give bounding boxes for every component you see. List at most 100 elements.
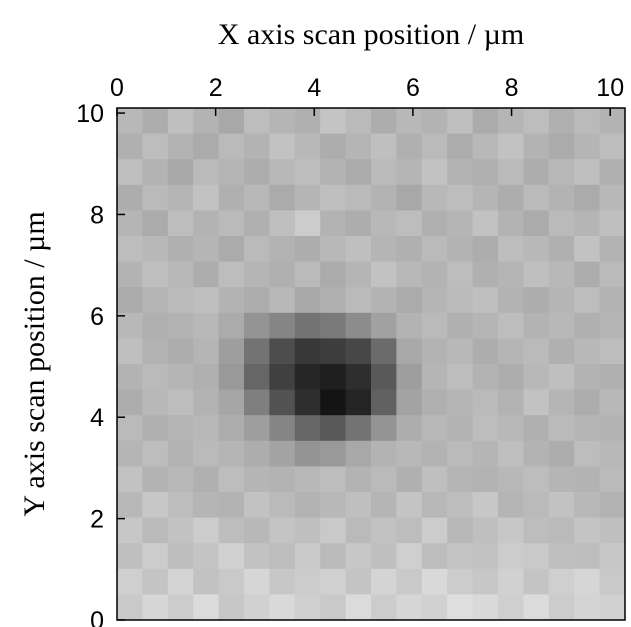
heatmap-cell [599,594,626,621]
heatmap-cell [345,159,372,186]
heatmap-cell [142,261,169,288]
heatmap-cell [599,338,626,365]
heatmap-cell [117,159,143,186]
heatmap-cell [294,594,321,621]
heatmap-cell [269,108,296,135]
heatmap-cell [167,184,194,211]
heatmap-cell [523,415,550,442]
heatmap-cell [345,364,372,391]
y-tick-label: 6 [90,303,104,331]
heatmap-cell [396,364,423,391]
heatmap-cell [345,287,372,314]
heatmap-cell [447,338,474,365]
heatmap-cell [294,312,321,339]
heatmap-cell [294,389,321,416]
heatmap-cell [167,364,194,391]
heatmap-cell [421,568,448,595]
heatmap-cell [244,184,270,211]
heatmap-cell [193,159,220,186]
heatmap-cell [294,415,321,442]
heatmap-cell [142,568,169,595]
heatmap-cell [244,594,270,621]
heatmap-cell [218,236,245,263]
heatmap-cell [244,133,270,160]
heatmap-cell [472,210,499,237]
x-tick-label: 2 [209,74,223,102]
heatmap-cell [396,568,423,595]
heatmap-cell [294,364,321,391]
heatmap-cell [142,312,169,339]
heatmap-cell [421,517,448,544]
heatmap-cell [167,287,194,314]
heatmap-cell [599,492,626,519]
x-tick-label: 0 [110,74,124,102]
heatmap-cell [523,389,550,416]
y-axis-label: Y axis scan position / µm [18,211,51,516]
heatmap-cell [117,338,143,365]
heatmap-cell [421,261,448,288]
heatmap-cell [269,364,296,391]
heatmap-cell [599,466,626,493]
heatmap-cell [218,389,245,416]
heatmap-cell [244,389,270,416]
heatmap-cell [142,364,169,391]
heatmap-cell [472,568,499,595]
heatmap-cell [447,287,474,314]
heatmap-cell [523,440,550,467]
heatmap-cell [218,338,245,365]
heatmap-cell [345,210,372,237]
heatmap-cell [498,364,524,391]
heatmap-cell [294,466,321,493]
heatmap-cell [167,261,194,288]
heatmap-cell [498,517,524,544]
heatmap-cell [396,389,423,416]
heatmap-cell [421,594,448,621]
heatmap-cell [269,338,296,365]
heatmap-cell [294,184,321,211]
heatmap-cell [117,440,143,467]
heatmap-cell [294,440,321,467]
heatmap-cell [574,568,601,595]
heatmap-cell [320,287,347,314]
heatmap-cell [193,338,220,365]
heatmap-cell [345,568,372,595]
heatmap-cell [523,261,550,288]
heatmap-cell [320,133,347,160]
heatmap-cell [371,287,397,314]
heatmap-cell [548,594,575,621]
heatmap-cell [294,210,321,237]
heatmap-cell [320,492,347,519]
heatmap-cell [167,415,194,442]
heatmap-cell [320,364,347,391]
heatmap-cell [244,492,270,519]
heatmap-cell [421,466,448,493]
heatmap-cell [244,261,270,288]
heatmap-cell [599,568,626,595]
heatmap-cell [396,466,423,493]
heatmap-cell [548,133,575,160]
heatmap-cell [117,261,143,288]
heatmap-cell [294,236,321,263]
heatmap-cell [167,440,194,467]
heatmap-cell [244,543,270,570]
x-tick-label: 10 [596,74,624,102]
heatmap-cell [269,440,296,467]
heatmap-cell [523,236,550,263]
heatmap-cell [472,338,499,365]
heatmap-cell [117,568,143,595]
heatmap-cell [371,312,397,339]
heatmap-cell [117,543,143,570]
heatmap-cell [523,184,550,211]
heatmap-cell [167,236,194,263]
heatmap-cell [142,184,169,211]
heatmap-cell [269,159,296,186]
heatmap-cell [574,492,601,519]
heatmap-cell [167,210,194,237]
heatmap-cell [371,133,397,160]
heatmap-cell [193,568,220,595]
heatmap-cell [396,338,423,365]
heatmap-cell [421,492,448,519]
heatmap-cell [345,389,372,416]
heatmap-cell [523,287,550,314]
heatmap-cell [599,108,626,135]
